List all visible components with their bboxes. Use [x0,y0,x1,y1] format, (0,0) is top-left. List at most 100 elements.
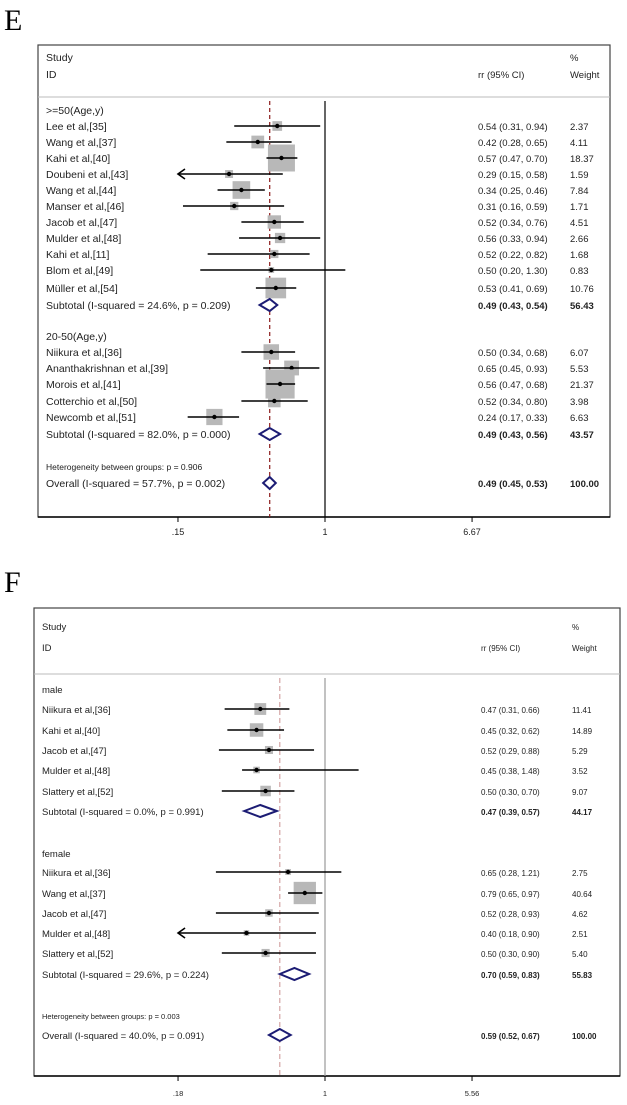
heterogeneity-label: Heterogeneity between groups: p = 0.003 [42,1012,180,1021]
forest-row-study: Wang et al,[37] 0.79 (0.65, 0.97) 40.64 [42,881,593,905]
effect-ci-value: 0.57 (0.47, 0.70) [478,154,548,165]
weight-value: 5.29 [572,747,588,756]
point-estimate [263,950,268,956]
forest-row-study: Mulder et al,[48] 0.40 (0.18, 0.90) 2.51 [42,927,588,940]
forest-row-study: Kahi et al,[40] 0.57 (0.47, 0.70) 18.37 [46,144,594,172]
study-label: Ananthakrishnan et al,[39] [46,363,168,375]
forest-row-study: Newcomb et al,[51] 0.24 (0.17, 0.33) 6.63 [46,408,589,426]
point-estimate [272,398,277,404]
effect-ci-value: 0.49 (0.43, 0.56) [478,430,548,441]
forest-row-study: Mulder et al,[48] 0.56 (0.33, 0.94) 2.66 [46,232,589,245]
study-label: Kahi et al,[11] [46,249,110,261]
weight-value: 21.37 [570,380,594,391]
point-estimate [226,171,232,177]
point-estimate [263,788,268,794]
effect-ci-value: 0.52 (0.34, 0.76) [478,218,548,229]
forest-row-subtotal: Subtotal (I-squared = 29.6%, p = 0.224) 0… [42,966,593,982]
forest-row-study: Jacob et al,[47] 0.52 (0.29, 0.88) 5.29 [42,745,588,757]
weight-value: 0.83 [570,266,589,277]
effect-ci-value: 0.70 (0.59, 0.83) [481,971,540,980]
forest-row-study: Manser et al,[46] 0.31 (0.16, 0.59) 1.71 [46,201,589,213]
point-estimate [239,187,244,193]
study-label: Blom et al,[49] [46,265,113,277]
effect-ci-value: 0.56 (0.47, 0.68) [478,380,548,391]
point-estimate [279,155,284,161]
study-label: Wang et al,[37] [46,137,116,149]
ci-truncated-arrow [176,168,186,180]
effect-ci-value: 0.45 (0.38, 1.48) [481,767,540,776]
weight-value: 10.76 [570,284,594,295]
point-estimate [289,365,294,371]
subtotal-label: Subtotal (I-squared = 0.0%, p = 0.991) [42,807,204,818]
effect-ci-value: 0.49 (0.45, 0.53) [478,479,548,490]
weight-value: 2.37 [570,122,589,133]
point-estimate [277,235,283,241]
point-estimate [255,139,260,145]
forest-row-study: Cotterchio et al,[50] 0.52 (0.34, 0.80) 3.… [46,394,589,408]
effect-ci-value: 0.50 (0.30, 0.70) [481,788,540,797]
point-estimate [269,267,274,273]
weight-value: 2.75 [572,869,588,878]
pooled-diamond [277,966,312,982]
weight-value: 6.07 [570,348,589,359]
point-estimate [272,219,277,225]
forest-row-study: Niikura et al,[36] 0.65 (0.28, 1.21) 2.75 [42,868,588,879]
effect-ci-value: 0.56 (0.33, 0.94) [478,234,548,245]
study-label: Kahi et al,[40] [46,153,110,165]
forest-row-group: male [42,685,63,696]
weight-value: 2.51 [572,930,588,939]
point-estimate [258,706,263,712]
weight-value: 55.83 [572,971,593,980]
group-label: >=50(Age,y) [46,105,104,117]
overall-label: Overall (I-squared = 57.7%, p = 0.002) [46,478,225,490]
weight-value: 1.59 [570,170,589,181]
group-label: male [42,685,63,696]
forest-row-study: Doubeni et al,[43] 0.29 (0.15, 0.58) 1.59 [46,168,589,181]
weight-value: 18.37 [570,154,594,165]
weight-value: 4.11 [570,138,588,149]
effect-ci-value: 0.52 (0.22, 0.82) [478,250,548,261]
weight-value: 9.07 [572,788,588,797]
weight-value: 6.63 [570,413,589,424]
effect-ci-value: 0.42 (0.28, 0.65) [478,138,548,149]
forest-row-study: Jacob et al,[47] 0.52 (0.34, 0.76) 4.51 [46,215,589,229]
point-estimate [212,414,217,420]
study-label: Jacob et al,[47] [42,909,106,920]
weight-value: 11.41 [572,706,592,715]
header-weight: Weight [572,644,598,653]
panel-label: F [4,566,21,599]
forest-row-group: female [42,849,71,860]
weight-value: 43.57 [570,430,594,441]
forest-row-study: Wang et al,[44] 0.34 (0.25, 0.46) 7.84 [46,181,589,199]
weight-value: 3.52 [572,767,588,776]
effect-ci-value: 0.29 (0.15, 0.58) [478,170,548,181]
point-estimate [302,890,307,896]
header-weight: Weight [570,70,600,81]
study-label: Jacob et al,[47] [42,746,106,757]
effect-ci-value: 0.24 (0.17, 0.33) [478,413,548,424]
weight-value: 5.40 [572,950,588,959]
effect-ci-value: 0.54 (0.31, 0.94) [478,122,548,133]
x-tick-label: .18 [173,1089,183,1098]
subtotal-label: Subtotal (I-squared = 29.6%, p = 0.224) [42,970,209,981]
effect-ci-value: 0.50 (0.20, 1.30) [478,266,548,277]
effect-ci-value: 0.40 (0.18, 0.90) [481,930,540,939]
effect-ci-value: 0.34 (0.25, 0.46) [478,186,548,197]
header-weight-percent: % [570,53,579,64]
forest-row-study: Lee et al,[35] 0.54 (0.31, 0.94) 2.37 [46,121,589,133]
x-tick-label: 6.67 [463,527,481,537]
weight-value: 14.89 [572,727,593,736]
point-estimate [285,869,291,875]
forest-row-heterogeneity: Heterogeneity between groups: p = 0.906 [46,462,202,472]
pooled-diamond [261,475,278,491]
study-label: Kahi et al,[40] [42,726,100,737]
x-tick-label: 1 [322,527,327,537]
study-label: Doubeni et al,[43] [46,169,128,181]
effect-ci-value: 0.47 (0.39, 0.57) [481,808,540,817]
x-tick-label: 1 [323,1089,327,1098]
weight-value: 44.17 [572,808,593,817]
header-id: ID [46,69,57,81]
point-estimate [277,381,283,387]
weight-value: 4.51 [570,218,589,229]
plot-frame [33,607,621,1077]
